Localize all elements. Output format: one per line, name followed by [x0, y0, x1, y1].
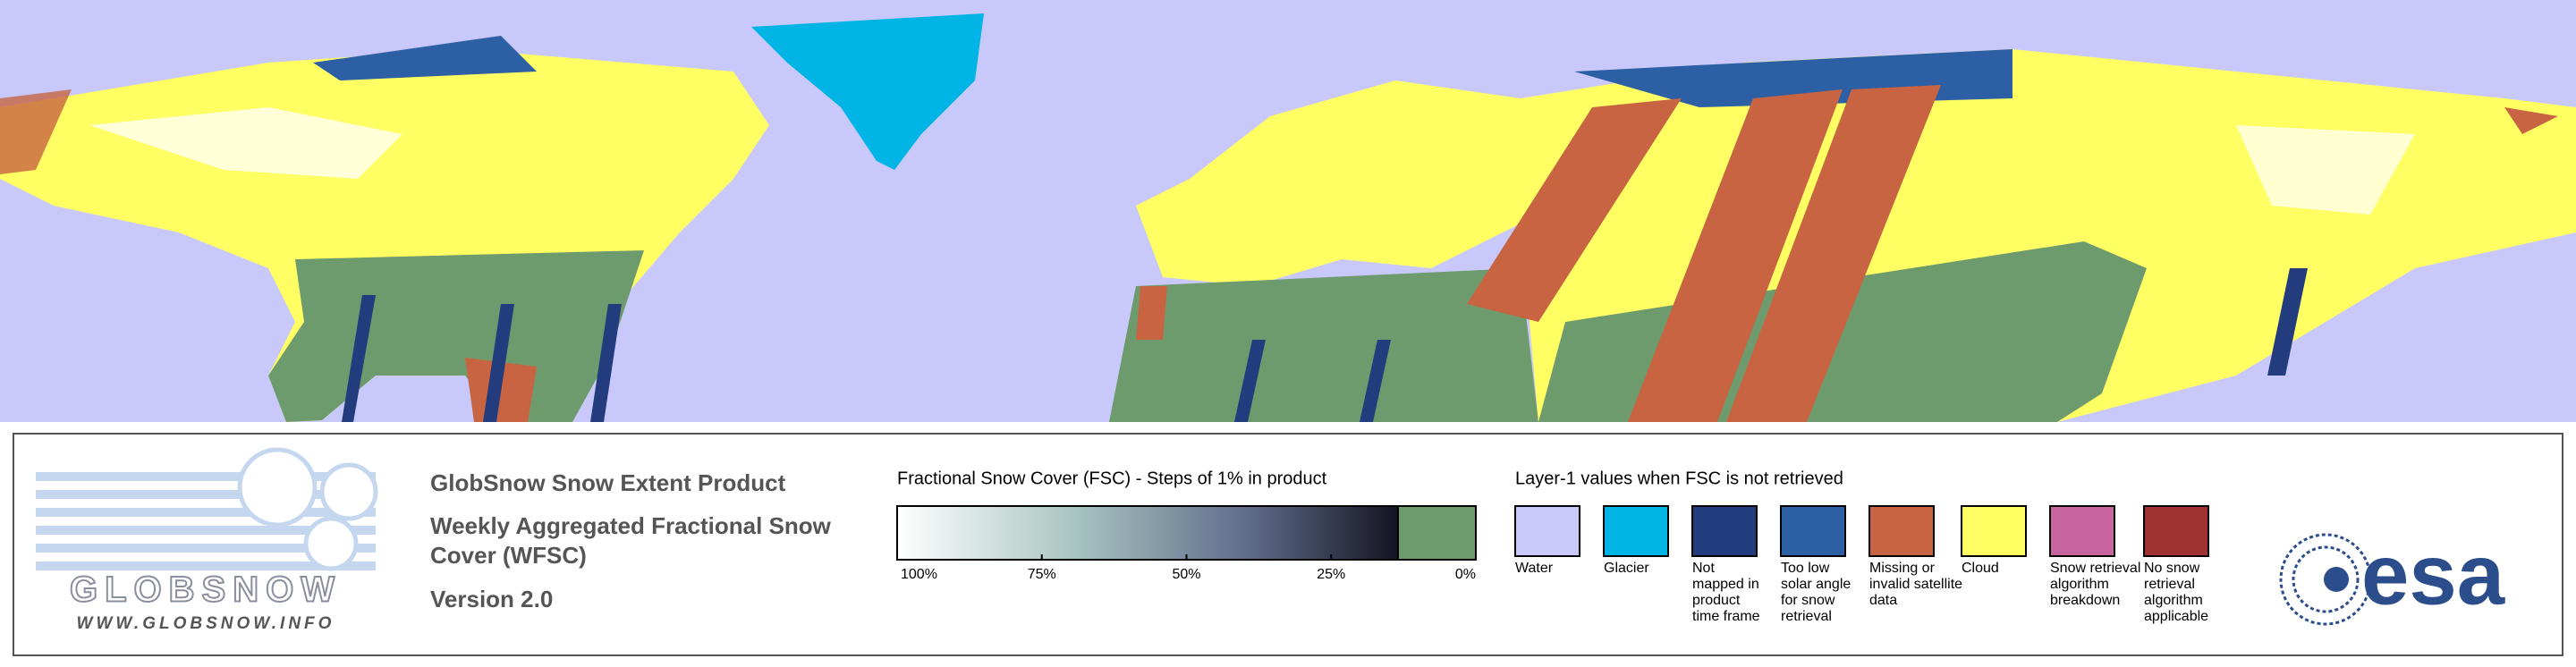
- legend-label: algorithm: [2050, 577, 2109, 592]
- legend-label: Too low: [1781, 561, 1830, 576]
- legend-label: mapped in: [1692, 577, 1759, 592]
- legend-label: retrieval: [2144, 577, 2195, 592]
- legend-swatch: [1961, 505, 2027, 557]
- legend-label: product: [1692, 593, 1741, 608]
- legend-swatch: [1691, 505, 1758, 557]
- fsc-title: Fractional Snow Cover (FSC) - Steps of 1…: [897, 469, 1327, 488]
- legend-label: breakdown: [2050, 593, 2120, 608]
- legend-swatch: [2049, 505, 2115, 557]
- esa-logo: esa: [2279, 527, 2505, 626]
- product-title: GlobSnow Snow Extent Product: [430, 469, 786, 496]
- legend-label: retrieval: [1781, 609, 1832, 624]
- fsc-tick-label: 75%: [1028, 567, 1056, 582]
- legend-label: applicable: [2144, 609, 2208, 624]
- legend-swatch: [1868, 505, 1935, 557]
- legend-label: Snow retrieval: [2050, 561, 2140, 576]
- legend-label: solar angle: [1781, 577, 1851, 592]
- legend-label: data: [1869, 593, 1897, 608]
- legend-label: for snow: [1781, 593, 1835, 608]
- fsc-gradient: [896, 505, 1399, 561]
- fsc-tick-label: 100%: [901, 567, 937, 582]
- esa-logo-text: esa: [2361, 527, 2505, 622]
- snow-free-swatch: [1397, 505, 1477, 561]
- legend-label: Not: [1692, 561, 1715, 576]
- legend-label: Cloud: [1962, 561, 1999, 576]
- fsc-tick-label: 50%: [1172, 567, 1200, 582]
- legend-swatch: [2143, 505, 2209, 557]
- product-version: Version 2.0: [430, 586, 553, 612]
- legend-swatch: [1514, 505, 1580, 557]
- legend-swatch: [1780, 505, 1846, 557]
- globsnow-logo: GLOBSNOW WWW.GLOBSNOW.INFO: [36, 447, 378, 633]
- legend-label: algorithm: [2144, 593, 2203, 608]
- fsc-tick-label: 25%: [1317, 567, 1345, 582]
- logo-url: WWW.GLOBSNOW.INFO: [77, 614, 335, 633]
- map: [0, 0, 2576, 422]
- layer1-title: Layer-1 values when FSC is not retrieved: [1515, 469, 1843, 488]
- legend-label: Glacier: [1604, 561, 1649, 576]
- legend-label: invalid satellite: [1869, 577, 1962, 592]
- legend-label: time frame: [1692, 609, 1760, 624]
- legend-swatch: [1603, 505, 1669, 557]
- logo-name: GLOBSNOW: [70, 570, 342, 610]
- product-subtitle: Weekly Aggregated Fractional Snow: [430, 512, 832, 539]
- fsc-tick-label: 0%: [1455, 567, 1476, 582]
- legend-label: Water: [1515, 561, 1554, 576]
- product-subtitle: Cover (WFSC): [430, 542, 587, 569]
- legend-label: Missing or: [1869, 561, 1936, 576]
- legend-label: No snow: [2144, 561, 2200, 576]
